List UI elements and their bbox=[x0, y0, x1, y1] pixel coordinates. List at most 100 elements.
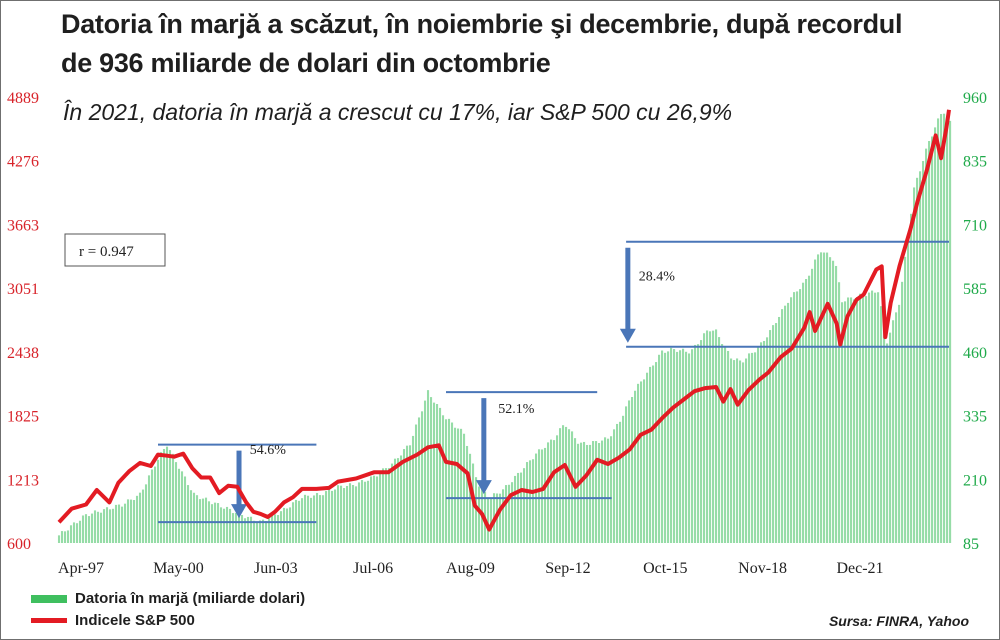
margin-debt-bar bbox=[781, 309, 784, 543]
margin-debt-bar bbox=[249, 516, 253, 543]
left-axis-tick: 3663 bbox=[7, 218, 39, 235]
margin-debt-bar bbox=[607, 438, 610, 543]
margin-debt-bar bbox=[604, 437, 607, 543]
margin-debt-bar bbox=[805, 279, 808, 543]
x-axis-tick: Dec-21 bbox=[836, 560, 883, 577]
margin-debt-bar bbox=[649, 366, 652, 543]
margin-debt-bar bbox=[405, 445, 409, 543]
margin-debt-bar bbox=[375, 476, 379, 543]
margin-debt-bar bbox=[772, 325, 775, 543]
margin-debt-bar bbox=[928, 141, 931, 543]
margin-debt-bar bbox=[150, 469, 154, 543]
margin-debt-bar bbox=[159, 452, 163, 543]
margin-debt-bar bbox=[613, 429, 616, 543]
margin-debt-bar bbox=[78, 520, 82, 543]
margin-debt-bar bbox=[826, 252, 829, 543]
margin-debt-bar bbox=[829, 257, 832, 543]
margin-debt-bar bbox=[477, 486, 481, 543]
chart-subtitle: În 2021, datoria în marjă a crescut cu 1… bbox=[63, 99, 733, 125]
margin-debt-bar bbox=[351, 485, 355, 543]
margin-debt-bar bbox=[634, 390, 637, 543]
margin-debt-bar bbox=[423, 400, 427, 543]
source-note: Sursa: FINRA, Yahoo bbox=[828, 613, 969, 629]
correlation-box: r = 0.947 bbox=[64, 233, 166, 267]
margin-debt-bar bbox=[252, 520, 256, 543]
margin-debt-bar bbox=[243, 518, 247, 543]
margin-debt-bar bbox=[60, 531, 64, 543]
margin-debt-bar bbox=[126, 499, 130, 543]
margin-debt-bar bbox=[174, 462, 178, 543]
margin-debt-bar bbox=[811, 268, 814, 543]
margin-debt-bar bbox=[456, 428, 460, 543]
margin-debt-bar bbox=[504, 485, 508, 543]
margin-debt-bar bbox=[390, 463, 394, 543]
right-axis-tick: 960 bbox=[963, 90, 987, 107]
arrow-head bbox=[231, 504, 248, 519]
margin-debt-bar bbox=[715, 329, 718, 543]
margin-debt-bar bbox=[586, 444, 589, 543]
arrow-head bbox=[475, 480, 492, 495]
margin-debt-bar bbox=[171, 453, 175, 543]
margin-debt-bar bbox=[183, 476, 187, 543]
margin-debt-bar bbox=[733, 360, 736, 543]
margin-debt-bar bbox=[709, 331, 712, 543]
margin-debt-bar bbox=[246, 516, 250, 543]
margin-debt-bar bbox=[934, 127, 937, 544]
margin-debt-bar bbox=[315, 492, 319, 543]
margin-debt-bar bbox=[369, 476, 373, 543]
margin-debt-bar bbox=[450, 422, 454, 543]
margin-debt-bar bbox=[117, 504, 121, 543]
margin-debt-bar bbox=[237, 511, 241, 543]
margin-debt-bar bbox=[913, 187, 916, 543]
margin-debt-bar bbox=[859, 293, 862, 543]
margin-debt-bar bbox=[817, 254, 820, 543]
margin-debt-bar bbox=[748, 353, 751, 543]
margin-debt-bar bbox=[387, 468, 391, 543]
legend-label-margin-debt: Datoria în marjă (miliarde dolari) bbox=[75, 590, 306, 607]
margin-debt-bar bbox=[787, 302, 790, 543]
margin-debt-bar bbox=[396, 458, 400, 543]
margin-debt-bar bbox=[300, 498, 304, 543]
margin-debt-bar bbox=[528, 460, 532, 543]
margin-debt-bar bbox=[754, 352, 757, 543]
margin-debt-bar bbox=[438, 407, 442, 543]
margin-debt-bar bbox=[336, 485, 340, 543]
drop-percentage-label: 28.4% bbox=[639, 270, 676, 285]
margin-debt-bar bbox=[901, 281, 904, 543]
margin-debt-bar bbox=[601, 440, 604, 543]
margin-debt-bar bbox=[679, 350, 682, 543]
margin-debt-bar bbox=[736, 358, 739, 543]
margin-debt-bar bbox=[583, 441, 586, 543]
margin-debt-bar bbox=[333, 489, 337, 543]
margin-debt-bar bbox=[198, 499, 202, 543]
margin-debt-bar bbox=[640, 381, 643, 543]
drop-percentage-label: 54.6% bbox=[250, 443, 286, 458]
margin-debt-bar bbox=[937, 118, 940, 544]
margin-debt-bar bbox=[838, 282, 841, 543]
margin-debt-bar bbox=[868, 292, 871, 543]
margin-debt-bar bbox=[883, 323, 886, 543]
margin-debt-bar bbox=[856, 297, 859, 543]
margin-debt-bar bbox=[444, 419, 448, 543]
margin-debt-bar bbox=[622, 415, 625, 543]
margin-debt-bar bbox=[742, 362, 745, 543]
margin-debt-bar bbox=[465, 445, 469, 543]
margin-debt-bar bbox=[321, 495, 325, 543]
margin-debt-bar bbox=[904, 256, 907, 543]
legend-item-sp500: Indicele S&P 500 bbox=[31, 612, 195, 629]
margin-debt-bar bbox=[874, 292, 877, 543]
margin-debt-bar bbox=[889, 332, 892, 543]
margin-debt-bar bbox=[556, 435, 559, 543]
margin-debt-bar bbox=[99, 512, 103, 543]
margin-debt-bar bbox=[877, 292, 880, 543]
margin-debt-bar bbox=[114, 504, 118, 543]
margin-debt-bar bbox=[664, 352, 667, 543]
margin-debt-bar bbox=[931, 136, 934, 544]
margin-debt-bar bbox=[120, 506, 124, 543]
margin-debt-bar bbox=[658, 354, 661, 543]
margin-debt-bar bbox=[916, 177, 919, 543]
right-axis-tick: 585 bbox=[963, 281, 987, 298]
margin-debt-bar bbox=[270, 514, 274, 543]
margin-debt-bar bbox=[589, 444, 592, 543]
margin-debt-bar bbox=[652, 365, 655, 543]
